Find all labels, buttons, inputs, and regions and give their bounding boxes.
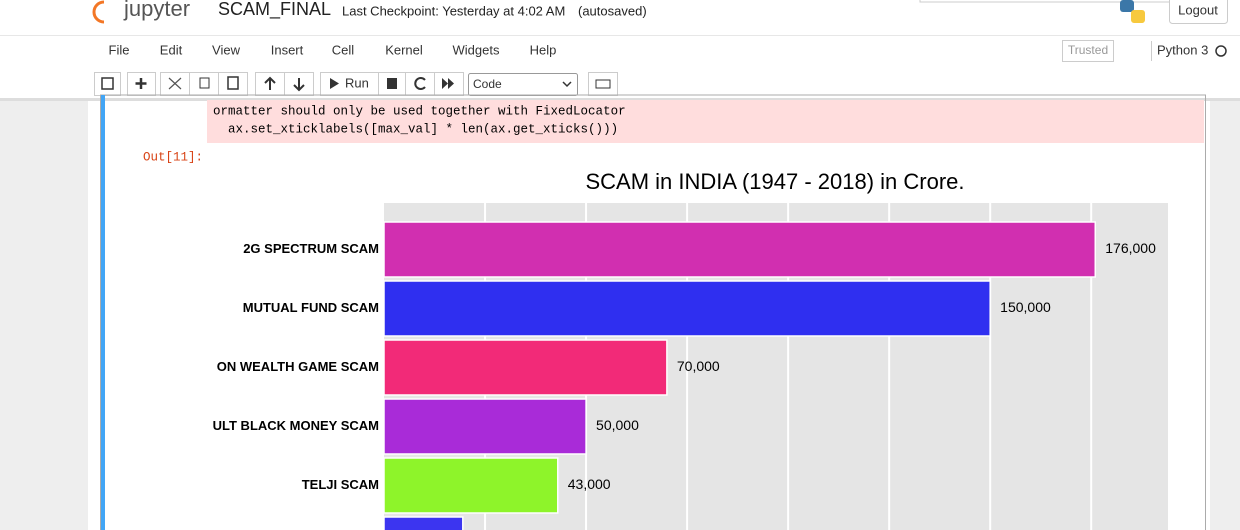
icon	[293, 78, 305, 92]
stderr-line: ormatter should only be used together wi…	[213, 104, 626, 118]
icon	[387, 78, 397, 89]
y-tick-label: MUTUAL FUND SCAM	[243, 300, 379, 315]
kernel-name: Python 3	[1157, 42, 1208, 57]
icon	[595, 79, 611, 89]
notebook-name[interactable]: SCAM_FINAL	[218, 0, 331, 20]
autosave: (autosaved)	[578, 3, 647, 18]
logo-text[interactable]: jupyter	[123, 0, 190, 21]
trusted[interactable]: Trusted	[1068, 43, 1108, 57]
bar	[383, 516, 464, 530]
cell-selected-bar	[101, 95, 105, 530]
menu-item[interactable]: Cell	[332, 42, 355, 57]
y-tick-label: TELJI SCAM	[302, 477, 379, 492]
icon	[264, 76, 276, 90]
dropdown-edge	[919, 0, 1171, 3]
copy-button[interactable]	[189, 72, 219, 96]
trusted-box[interactable]	[1062, 40, 1114, 62]
out-prompt: Out[11]:	[143, 150, 203, 164]
bar	[383, 398, 587, 455]
menu-item[interactable]: Help	[530, 42, 557, 57]
save-button[interactable]	[94, 72, 121, 96]
menu-item[interactable]: File	[109, 42, 130, 57]
y-tick-label: 2G SPECTRUM SCAM	[243, 241, 379, 256]
bar	[383, 280, 991, 337]
cell-type[interactable]: Code	[473, 77, 502, 91]
bar	[383, 339, 668, 396]
checkpoint: Last Checkpoint: Yesterday at 4:02 AM	[342, 3, 565, 18]
logout-label[interactable]: Logout	[1178, 2, 1218, 17]
python-logo	[1120, 0, 1134, 12]
value-label: 43,000	[568, 476, 611, 492]
run-label[interactable]: Run	[345, 75, 369, 90]
python-logo	[1131, 10, 1145, 23]
y-tick-label: ULT BLACK MONEY SCAM	[213, 418, 379, 433]
toolbar: Run Code	[94, 72, 618, 96]
cell-border	[100, 94, 1206, 530]
value-label: 176,000	[1105, 240, 1156, 256]
stderr-box	[207, 100, 1204, 143]
menu-item[interactable]: Kernel	[385, 42, 423, 57]
icon	[562, 81, 572, 88]
restart-button[interactable]	[405, 72, 435, 96]
stderr-line: ax.set_xticklabels([max_val] * len(ax.ge…	[213, 122, 618, 136]
icon	[101, 77, 114, 90]
value-label: 150,000	[1000, 299, 1051, 315]
icon	[199, 77, 210, 89]
icon	[135, 78, 147, 89]
menu-item[interactable]: Widgets	[453, 42, 500, 57]
menu-item[interactable]: Edit	[160, 42, 183, 57]
icon	[227, 76, 239, 90]
logout-button[interactable]	[1169, 0, 1228, 24]
bar	[383, 221, 1097, 278]
icon	[442, 78, 454, 89]
icon	[414, 77, 426, 90]
icon	[168, 77, 182, 90]
frame-label: 2018.0	[1045, 527, 1137, 530]
chart-title: SCAM in INDIA (1947 - 2018) in Crore.	[585, 169, 964, 194]
value-label: 50,000	[596, 417, 639, 433]
icon	[330, 78, 339, 89]
value-label: 70,000	[677, 358, 720, 374]
keyboard-button[interactable]	[588, 72, 618, 96]
bar	[383, 457, 559, 514]
menu-item[interactable]: View	[212, 42, 241, 57]
kernel-indicator	[1215, 45, 1227, 57]
y-tick-label: ON WEALTH GAME SCAM	[217, 359, 379, 374]
menu-item[interactable]: Insert	[271, 42, 304, 57]
toolbar-shadow	[0, 98, 1240, 101]
logo-arc	[92, 0, 105, 24]
paste-button[interactable]	[218, 72, 248, 96]
